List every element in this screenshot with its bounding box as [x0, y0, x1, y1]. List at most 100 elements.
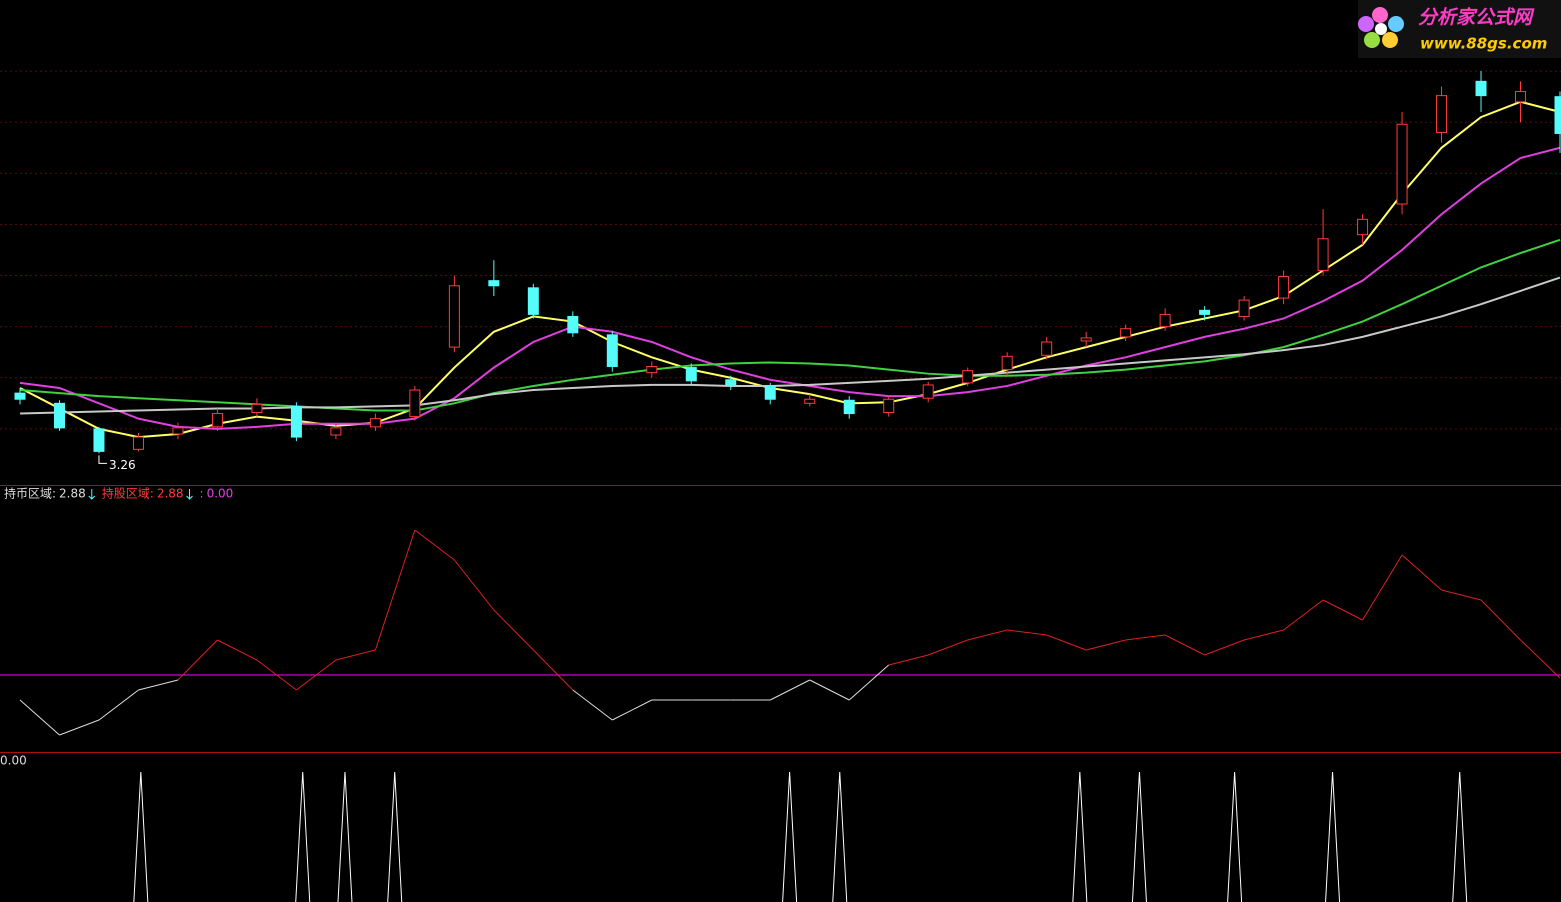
legend-name: 持股区域:	[102, 486, 154, 501]
candle-body	[567, 315, 579, 334]
signal-spike	[1452, 771, 1468, 902]
logo-petal	[1364, 32, 1380, 48]
candle-body	[1278, 276, 1290, 299]
legend-arrow	[186, 489, 193, 500]
indicator-segment	[967, 629, 1008, 641]
indicator-segment	[59, 719, 100, 736]
legend-name: 持币区域:	[4, 486, 56, 501]
candle-body	[725, 379, 737, 386]
indicator-segment	[493, 609, 534, 651]
candle-body	[804, 398, 816, 404]
candle-body	[369, 418, 381, 428]
candle-body	[1317, 238, 1329, 271]
indicator-segment	[1480, 599, 1521, 641]
candle-body	[1515, 91, 1527, 103]
signal-spike	[133, 771, 149, 902]
indicator-segment	[888, 654, 929, 666]
candle-body	[685, 367, 697, 382]
candle-body	[962, 370, 974, 384]
signal-spike	[832, 771, 848, 902]
candle-body	[1357, 218, 1369, 236]
indicator-segment	[414, 529, 455, 561]
legend-value: 0.00	[207, 487, 234, 501]
signal-spike	[337, 771, 353, 902]
logo-petal	[1358, 16, 1374, 32]
logo: 分析家公式网 www.88gs.com	[1358, 0, 1561, 58]
indicator-segment	[1046, 634, 1087, 651]
moving-average-line	[19, 238, 1561, 412]
indicator-segment	[256, 659, 297, 691]
indicator-segment	[1283, 599, 1324, 631]
candle-body	[409, 389, 421, 418]
candle-body	[488, 280, 500, 287]
indicator-segment	[1164, 634, 1205, 656]
candle-body	[1436, 95, 1448, 133]
candle-body	[764, 385, 776, 400]
indicator-segment	[1204, 639, 1245, 656]
indicator-segment	[1243, 629, 1284, 641]
candle-body	[1120, 328, 1132, 338]
logo-url: www.88gs.com	[1420, 35, 1547, 53]
candle-body	[843, 399, 855, 415]
candle-body	[211, 413, 223, 428]
candle-body	[1080, 337, 1092, 342]
candle-body	[1041, 341, 1053, 356]
candle-body	[53, 402, 65, 429]
indicator-segment	[809, 679, 850, 701]
indicator-segment	[217, 639, 258, 661]
indicator-segment	[98, 689, 139, 721]
signal-spike	[782, 771, 798, 902]
indicator-segment	[770, 679, 810, 701]
candle-body	[1238, 299, 1250, 317]
candle-body	[883, 398, 895, 414]
indicator-segment	[138, 679, 179, 691]
indicator-segment	[19, 699, 60, 736]
indicator-segment	[1125, 634, 1166, 641]
indicator-segment	[848, 664, 890, 701]
indicator-segment	[374, 529, 416, 651]
indicator-segment	[177, 639, 218, 681]
moving-average-line	[19, 146, 1561, 430]
logo-center	[1375, 23, 1387, 35]
candle-body	[1396, 123, 1408, 205]
candle-body	[1199, 309, 1211, 315]
candle-body	[606, 334, 618, 368]
indicator-segment	[928, 639, 968, 656]
candle-body	[251, 403, 263, 414]
candle-body	[1159, 313, 1171, 328]
logo-petal	[1372, 7, 1388, 23]
indicator-segment	[1520, 639, 1561, 679]
indicator-segment	[1322, 599, 1363, 621]
legend-value: 2.88	[157, 487, 184, 501]
legend-arrow	[88, 489, 96, 500]
moving-average-line	[19, 276, 1561, 415]
candle-body	[1554, 96, 1561, 134]
moving-average-line	[19, 100, 1561, 439]
logo-petal	[1382, 32, 1398, 48]
indicator-segment	[1007, 629, 1047, 636]
logo-petal	[1388, 16, 1404, 32]
candle-body	[527, 287, 539, 315]
candle-body	[290, 405, 302, 438]
signal-spike	[295, 771, 311, 902]
candle-body	[646, 366, 658, 374]
signal-spike	[387, 771, 403, 902]
candle-body	[1475, 80, 1487, 97]
signal-spike	[1072, 771, 1088, 902]
signal-spike	[1325, 771, 1341, 902]
indicator-segment	[1362, 554, 1403, 621]
signal-spike	[1227, 771, 1243, 902]
indicator-segment	[612, 699, 653, 721]
indicator-segment	[572, 689, 613, 721]
indicator-segment	[1441, 589, 1482, 601]
candle-body	[922, 384, 934, 399]
candle-body	[172, 427, 184, 435]
legend-name: :	[200, 487, 204, 501]
signal-spike	[1131, 771, 1147, 902]
legend-value: 0.00	[0, 754, 27, 768]
indicator-segment	[335, 649, 376, 661]
indicator-segment	[453, 559, 495, 611]
